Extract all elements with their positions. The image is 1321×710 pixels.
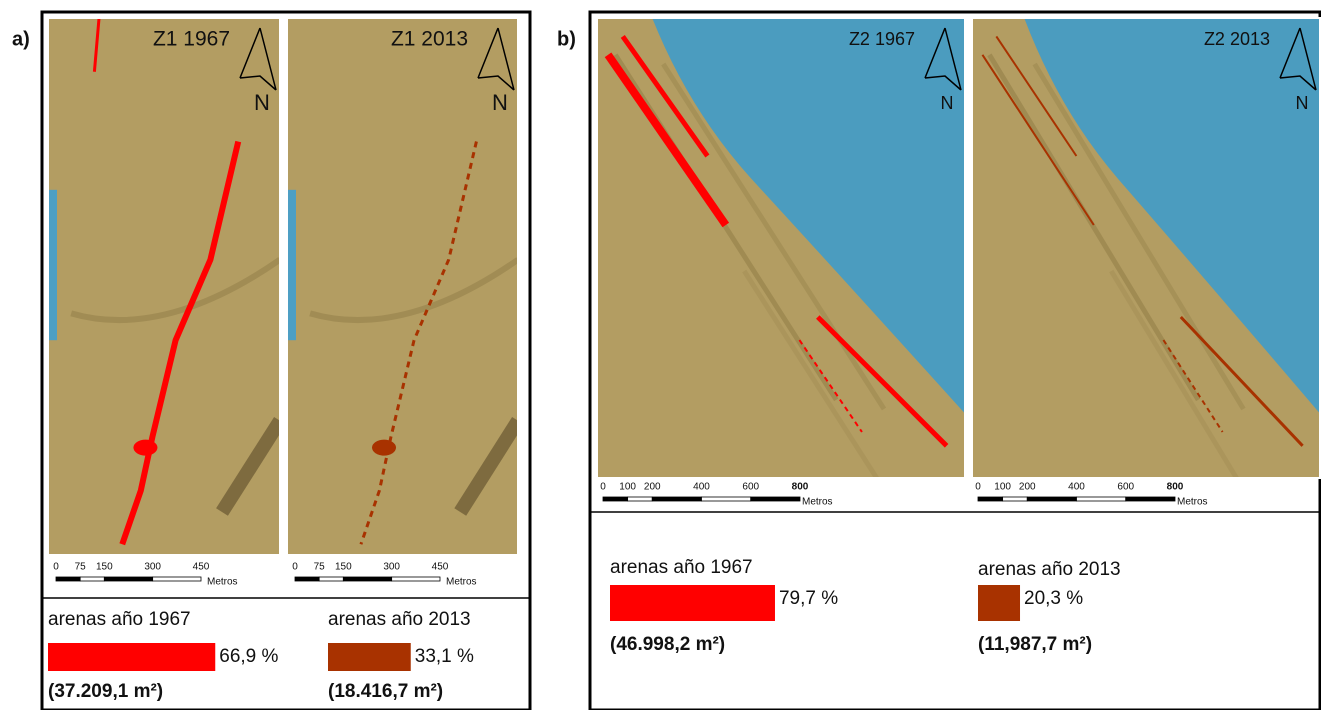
scale-segment: [652, 497, 701, 501]
scale-segment: [392, 577, 440, 581]
scale-segment: [1077, 497, 1126, 501]
legend-bar: [48, 643, 215, 671]
scale-segment: [295, 577, 319, 581]
percent-label: 33,1 %: [415, 646, 474, 667]
scale-unit: Metros: [207, 577, 238, 588]
scale-label: 150: [96, 562, 113, 573]
legend-label: arenas año 1967: [48, 609, 191, 630]
scale-label: 0: [292, 562, 298, 573]
map-title: Z1 1967: [153, 28, 230, 51]
panel-label: b): [557, 28, 576, 50]
scale-segment: [751, 497, 800, 501]
scale-label: 800: [792, 482, 809, 493]
scale-segment: [153, 577, 201, 581]
map-title: Z1 2013: [391, 28, 468, 51]
scale-label: 450: [432, 562, 449, 573]
scale-label: 75: [75, 562, 87, 573]
scale-segment: [702, 497, 751, 501]
scale-segment: [104, 577, 152, 581]
legend-bar: [328, 643, 411, 671]
north-label: N: [1296, 93, 1309, 113]
map-water: [287, 190, 296, 340]
scale-label: 200: [1019, 482, 1036, 493]
legend-label: arenas año 2013: [328, 609, 471, 630]
sand-patch: [133, 440, 157, 456]
scale-label: 75: [314, 562, 326, 573]
scale-label: 100: [619, 482, 636, 493]
scale-label: 450: [193, 562, 210, 573]
scale-label: 600: [1117, 482, 1134, 493]
percent-label: 79,7 %: [779, 588, 838, 609]
scale-label: 300: [383, 562, 400, 573]
scale-label: 0: [975, 482, 981, 493]
scale-segment: [343, 577, 391, 581]
legend-label: arenas año 2013: [978, 559, 1121, 580]
scale-unit: Metros: [446, 577, 477, 588]
page: a) Z1 1967 N 0 75 150 300 450 Metros Z1 2013 N 0 75 1…: [0, 0, 1321, 710]
scale-unit: Metros: [802, 497, 833, 508]
scale-segment: [978, 497, 1003, 501]
north-label: N: [254, 90, 270, 115]
scale-label: 200: [644, 482, 661, 493]
scale-segment: [319, 577, 343, 581]
north-label: N: [941, 93, 954, 113]
legend-bar: [978, 585, 1020, 621]
scale-label: 0: [53, 562, 59, 573]
panel-label: a): [12, 28, 30, 50]
scale-label: 400: [693, 482, 710, 493]
percent-label: 66,9 %: [219, 646, 278, 667]
percent-label: 20,3 %: [1024, 588, 1083, 609]
scale-segment: [628, 497, 653, 501]
area-label: (46.998,2 m²): [610, 634, 725, 655]
map: [287, 18, 518, 555]
scale-label: 300: [144, 562, 161, 573]
legend-label: arenas año 1967: [610, 557, 753, 578]
scale-segment: [1126, 497, 1175, 501]
scale-label: 600: [742, 482, 759, 493]
area-label: (37.209,1 m²): [48, 681, 163, 702]
scale-segment: [603, 497, 628, 501]
map-title: Z2 1967: [849, 29, 915, 49]
scale-label: 0: [600, 482, 606, 493]
map: [972, 18, 1320, 616]
scale-segment: [1003, 497, 1028, 501]
map: [48, 18, 280, 555]
scale-segment: [1027, 497, 1076, 501]
scale-label: 150: [335, 562, 352, 573]
scale-segment: [80, 577, 104, 581]
map: [597, 18, 965, 616]
scale-label: 800: [1167, 482, 1184, 493]
scale-label: 100: [994, 482, 1011, 493]
area-label: (11,987,7 m²): [978, 634, 1092, 655]
map-water: [48, 190, 57, 340]
scale-unit: Metros: [1177, 497, 1208, 508]
map-title: Z2 2013: [1204, 29, 1270, 49]
figure: a) Z1 1967 N 0 75 150 300 450 Metros Z1 2013 N 0 75 1…: [0, 0, 1321, 710]
area-label: (18.416,7 m²): [328, 681, 443, 702]
scale-segment: [56, 577, 80, 581]
sand-patch: [372, 440, 396, 456]
north-label: N: [492, 90, 508, 115]
legend-bar: [610, 585, 775, 621]
scale-label: 400: [1068, 482, 1085, 493]
